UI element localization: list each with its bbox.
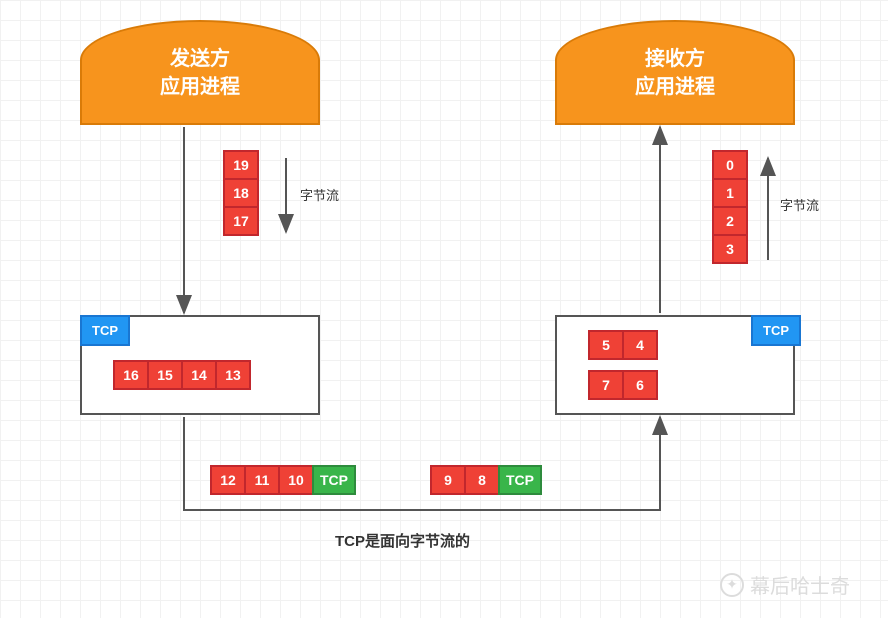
- stream-label-left: 字节流: [300, 185, 339, 204]
- packet-right: 9 8 TCP: [430, 465, 542, 495]
- sender-title-2: 应用进程: [160, 73, 240, 101]
- byte-cell: 15: [147, 360, 183, 390]
- byte-cell: 0: [712, 150, 748, 180]
- byte-cell: 13: [215, 360, 251, 390]
- packet-tag: TCP: [498, 465, 542, 495]
- byte-cell: 12: [210, 465, 246, 495]
- receiver-tcp-buffer-top: 5 4: [588, 330, 658, 360]
- byte-cell: 19: [223, 150, 259, 180]
- byte-cell: 4: [622, 330, 658, 360]
- sender-title-1: 发送方: [170, 45, 230, 73]
- wechat-icon: ✦: [720, 573, 744, 597]
- sender-byte-stack: 19 18 17: [223, 150, 259, 236]
- watermark-text: 幕后哈士奇: [750, 570, 850, 599]
- receiver-tcp-buffer-bottom: 7 6: [588, 370, 658, 400]
- receiver-title-2: 应用进程: [635, 73, 715, 101]
- receiver-node: 接收方 应用进程: [555, 20, 795, 125]
- byte-cell: 7: [588, 370, 624, 400]
- byte-cell: 8: [464, 465, 500, 495]
- byte-cell: 18: [223, 178, 259, 208]
- packet-tag: TCP: [312, 465, 356, 495]
- receiver-byte-stack: 0 1 2 3: [712, 150, 748, 264]
- byte-cell: 17: [223, 206, 259, 236]
- byte-cell: 9: [430, 465, 466, 495]
- sender-tcp-label: TCP: [80, 315, 130, 346]
- byte-cell: 16: [113, 360, 149, 390]
- byte-cell: 11: [244, 465, 280, 495]
- byte-cell: 3: [712, 234, 748, 264]
- watermark: ✦ 幕后哈士奇: [720, 570, 850, 599]
- byte-cell: 2: [712, 206, 748, 236]
- byte-cell: 10: [278, 465, 314, 495]
- byte-cell: 6: [622, 370, 658, 400]
- byte-cell: 1: [712, 178, 748, 208]
- arrow-bottom-path: [184, 417, 660, 510]
- packet-left: 12 11 10 TCP: [210, 465, 356, 495]
- stream-label-right: 字节流: [780, 195, 819, 214]
- receiver-title-1: 接收方: [645, 45, 705, 73]
- sender-node: 发送方 应用进程: [80, 20, 320, 125]
- sender-tcp-buffer: 16 15 14 13: [113, 360, 251, 390]
- byte-cell: 14: [181, 360, 217, 390]
- receiver-tcp-label: TCP: [751, 315, 801, 346]
- diagram-caption: TCP是面向字节流的: [335, 530, 470, 551]
- byte-cell: 5: [588, 330, 624, 360]
